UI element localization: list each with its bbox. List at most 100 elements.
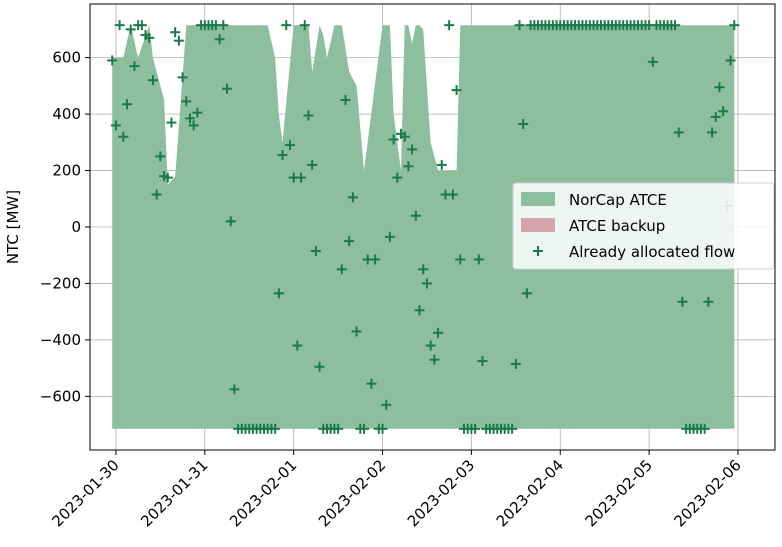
flow-marker [677, 296, 688, 307]
flow-marker [292, 340, 303, 351]
flow-marker [351, 326, 362, 337]
flow-marker [707, 127, 718, 138]
flow-marker [451, 85, 462, 96]
flow-marker [370, 254, 381, 265]
flow-marker [122, 99, 133, 110]
flow-marker [414, 305, 425, 316]
flow-marker [136, 20, 147, 31]
flow-marker [425, 340, 436, 351]
flow-marker [310, 245, 321, 256]
flow-marker [192, 107, 203, 118]
flow-marker [170, 27, 181, 38]
flow-marker [647, 56, 658, 67]
allocated-flow-markers [107, 20, 740, 434]
flow-marker [455, 254, 466, 265]
flow-marker [188, 120, 199, 131]
legend-label-norcap-atce: NorCap ATCE [569, 191, 667, 209]
legend-label-already-allocated-flow: Already allocated flow [569, 243, 735, 261]
flow-marker [714, 82, 725, 93]
flow-marker [447, 189, 458, 200]
flow-marker [366, 378, 377, 389]
band-area-norcap-atce [112, 25, 735, 429]
flow-marker [162, 172, 173, 183]
flow-marker [299, 20, 310, 31]
flow-marker [403, 161, 414, 172]
flow-marker [307, 159, 318, 170]
y-axis: −600 −400 −200 0 200 400 600 [40, 49, 90, 405]
y-tick-label: −600 [40, 387, 81, 405]
flow-marker [177, 72, 188, 83]
flow-marker [273, 288, 284, 299]
x-tick-label: 2023-01-30 [48, 456, 122, 530]
flow-marker [444, 20, 455, 31]
x-tick-label: 2023-02-06 [670, 456, 744, 530]
x-tick-label: 2023-01-31 [137, 456, 211, 530]
flow-marker [340, 94, 351, 105]
flow-marker [125, 24, 136, 35]
flow-marker [392, 172, 403, 183]
flow-marker [710, 111, 721, 122]
flow-marker [225, 216, 236, 227]
flow-marker [514, 20, 525, 31]
flow-marker [359, 423, 369, 434]
flow-marker [433, 327, 444, 338]
flow-marker [118, 131, 129, 142]
legend-item-already-allocated-flow: Already allocated flow [533, 243, 735, 261]
flow-marker [384, 231, 395, 242]
legend-frame [512, 182, 775, 270]
flow-marker [703, 296, 714, 307]
flow-marker [314, 361, 325, 372]
flow-marker [214, 34, 225, 45]
flow-marker [670, 20, 681, 31]
norcap-atce-area [112, 25, 735, 429]
flow-marker [107, 55, 118, 66]
flow-marker [436, 159, 447, 170]
flow-marker [510, 358, 521, 369]
flow-marker [399, 131, 410, 142]
y-tick-label: 400 [52, 105, 81, 123]
x-tick-label: 2023-02-03 [404, 456, 478, 530]
flow-marker [429, 354, 440, 365]
flow-marker [173, 35, 184, 46]
flow-marker [381, 399, 392, 410]
flow-marker [333, 423, 344, 434]
legend-marker-plus [533, 246, 543, 256]
flow-marker [147, 75, 158, 86]
flow-marker [418, 264, 429, 275]
legend-item-atce-backup: ATCE backup [521, 217, 665, 235]
x-tick-label: 2023-02-01 [226, 456, 300, 530]
flow-marker [114, 20, 125, 31]
flow-marker [518, 118, 529, 129]
flow-marker [181, 96, 192, 107]
flow-marker [344, 236, 355, 247]
flow-marker [336, 264, 347, 275]
flow-marker [421, 278, 432, 289]
flow-marker [284, 140, 295, 151]
flow-marker [377, 423, 388, 434]
flow-marker [184, 113, 195, 124]
y-axis-title: NTC [MW] [4, 190, 22, 264]
flow-marker [388, 134, 399, 145]
x-tick-label: 2023-02-02 [315, 456, 389, 530]
flow-marker [218, 20, 229, 31]
flow-marker [155, 151, 166, 162]
flow-marker [507, 423, 518, 434]
flow-marker [407, 144, 418, 155]
y-tick-label: 0 [71, 218, 81, 236]
flow-marker [129, 61, 140, 72]
flow-marker [470, 423, 481, 434]
x-tick-label: 2023-02-05 [582, 456, 656, 530]
flow-marker [110, 120, 121, 131]
flow-marker [144, 32, 155, 43]
x-axis: 2023-01-30 2023-01-31 2023-02-01 2023-02-02… [48, 450, 745, 530]
flow-marker [718, 106, 729, 117]
flow-marker [151, 189, 162, 200]
flow-marker [166, 117, 177, 128]
flow-marker [725, 55, 736, 66]
flow-marker [673, 127, 684, 138]
flow-marker [521, 288, 532, 299]
flow-marker [477, 356, 488, 367]
flow-marker [473, 254, 484, 265]
flow-marker [729, 20, 740, 31]
